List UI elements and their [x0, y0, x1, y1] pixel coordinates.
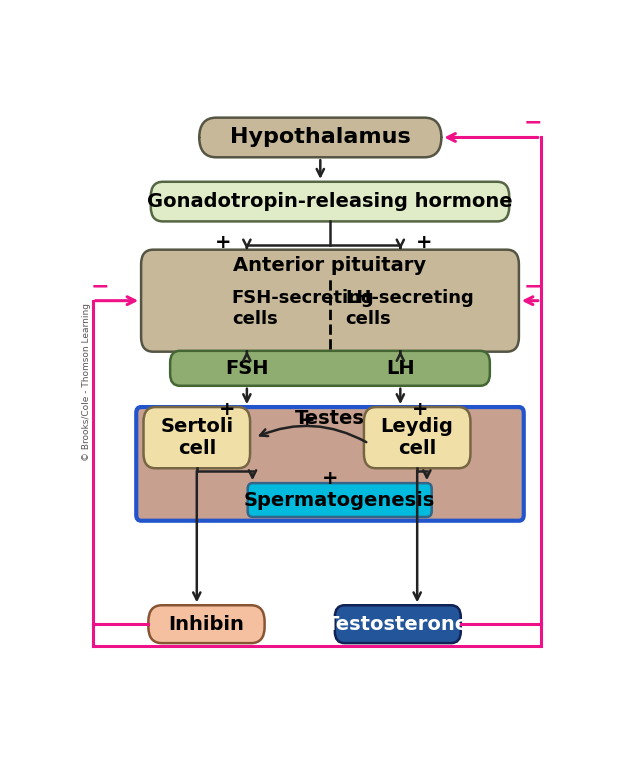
Text: Anterior pituitary: Anterior pituitary: [234, 257, 426, 276]
Text: Testosterone: Testosterone: [326, 615, 469, 634]
Text: Sertoli
cell: Sertoli cell: [160, 417, 233, 458]
Text: +: +: [219, 400, 236, 419]
Text: +: +: [214, 233, 231, 252]
Text: Inhibin: Inhibin: [169, 615, 244, 634]
Text: +: +: [299, 411, 315, 430]
FancyBboxPatch shape: [136, 407, 524, 521]
FancyBboxPatch shape: [144, 407, 250, 469]
Text: +: +: [322, 469, 338, 488]
Text: LH-secreting
cells: LH-secreting cells: [345, 289, 474, 329]
Text: © Brooks/Cole - Thomson Learning: © Brooks/Cole - Thomson Learning: [82, 304, 91, 461]
Text: −: −: [524, 276, 542, 296]
FancyBboxPatch shape: [151, 182, 509, 221]
Text: FSH: FSH: [225, 359, 269, 378]
FancyBboxPatch shape: [170, 350, 490, 386]
Text: Gonadotropin-releasing hormone: Gonadotropin-releasing hormone: [148, 192, 512, 211]
FancyBboxPatch shape: [364, 407, 471, 469]
Text: Hypothalamus: Hypothalamus: [230, 127, 411, 148]
Text: Spermatogenesis: Spermatogenesis: [244, 491, 435, 509]
FancyBboxPatch shape: [248, 483, 432, 517]
Text: +: +: [411, 400, 428, 419]
Text: LH: LH: [386, 359, 414, 378]
Text: −: −: [524, 113, 542, 133]
Text: Leydig
cell: Leydig cell: [381, 417, 454, 458]
FancyBboxPatch shape: [141, 250, 519, 352]
FancyBboxPatch shape: [335, 606, 461, 643]
FancyBboxPatch shape: [148, 606, 264, 643]
Text: +: +: [416, 233, 432, 252]
Text: −: −: [91, 276, 109, 296]
Text: Testes: Testes: [295, 410, 365, 428]
Text: FSH-secreting
cells: FSH-secreting cells: [232, 289, 374, 329]
FancyBboxPatch shape: [199, 117, 441, 157]
